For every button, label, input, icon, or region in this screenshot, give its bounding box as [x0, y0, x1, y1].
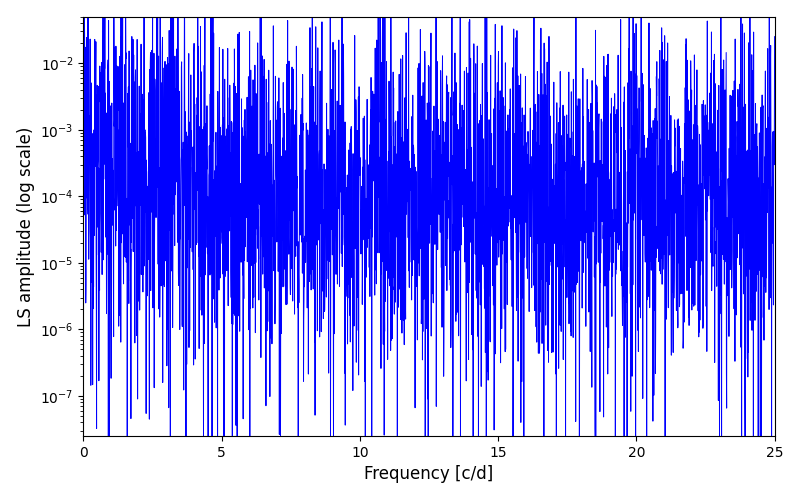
- X-axis label: Frequency [c/d]: Frequency [c/d]: [364, 466, 494, 483]
- Y-axis label: LS amplitude (log scale): LS amplitude (log scale): [17, 126, 34, 326]
